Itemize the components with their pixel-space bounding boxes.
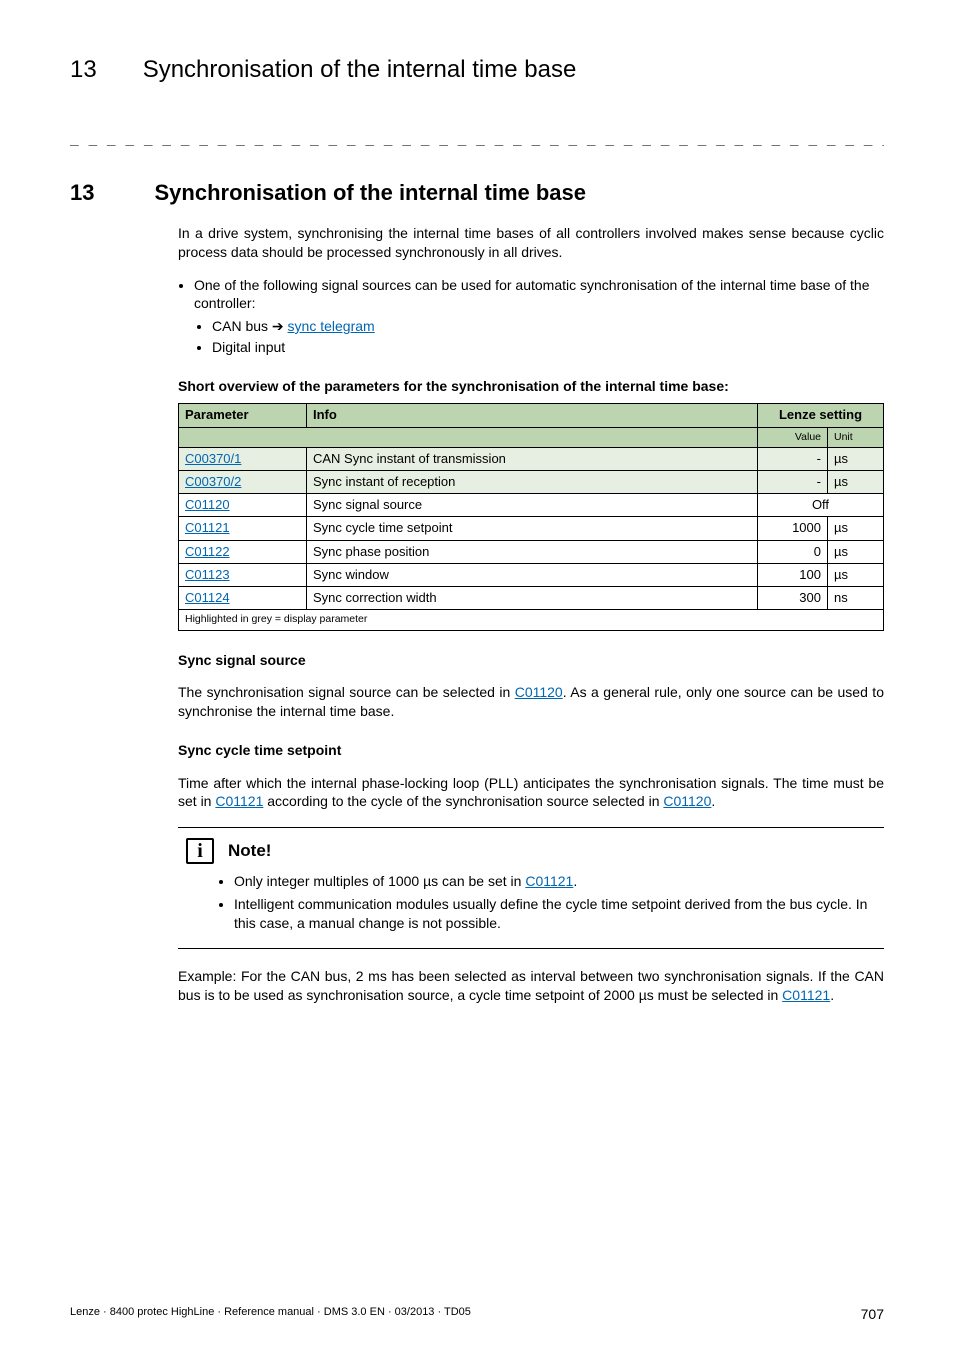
text-fragment: Example: For the CAN bus, 2 ms has been … — [178, 968, 884, 1003]
table-row: C01123 Sync window100µs — [179, 563, 884, 586]
table-row: C00370/1 CAN Sync instant of transmission… — [179, 447, 884, 470]
param-link[interactable]: C01120 — [663, 793, 711, 809]
note-bullet: Intelligent communication modules usuall… — [234, 895, 876, 933]
text-fragment: Only integer multiples of 1000 µs can be… — [234, 873, 525, 889]
info-cell: CAN Sync instant of transmission — [307, 447, 758, 470]
chapter-number: 13 — [70, 56, 97, 84]
note-title: Note! — [228, 840, 271, 863]
page-footer: Lenze · 8400 protec HighLine · Reference… — [70, 1306, 884, 1322]
param-cell: C01123 — [179, 563, 307, 586]
footer-page-number: 707 — [861, 1306, 884, 1322]
th-lenze: Lenze setting — [758, 404, 884, 427]
parameter-table: Parameter Info Lenze setting Value Unit … — [178, 403, 884, 630]
table-row: C01122 Sync phase position0µs — [179, 540, 884, 563]
param-link[interactable]: C01122 — [185, 544, 230, 559]
unit-cell: µs — [828, 447, 884, 470]
text-fragment: . — [711, 793, 715, 809]
sync-cycle-text: Time after which the internal phase-lock… — [178, 774, 884, 812]
param-cell: C01122 — [179, 540, 307, 563]
param-cell: C01120 — [179, 494, 307, 517]
info-cell: Sync signal source — [307, 494, 758, 517]
subheader-unit: Unit — [828, 427, 884, 447]
sync-telegram-link[interactable]: sync telegram — [288, 318, 375, 334]
param-link[interactable]: C01124 — [185, 590, 230, 605]
info-cell: Sync cycle time setpoint — [307, 517, 758, 540]
value-cell: Off — [758, 494, 884, 517]
info-cell: Sync phase position — [307, 540, 758, 563]
arrow-icon: ➔ — [272, 318, 284, 334]
unit-cell: µs — [828, 540, 884, 563]
sync-cycle-heading: Sync cycle time setpoint — [178, 741, 884, 760]
th-parameter: Parameter — [179, 404, 307, 427]
value-cell: 100 — [758, 563, 828, 586]
param-link[interactable]: C01120 — [515, 684, 563, 700]
footer-left: Lenze · 8400 protec HighLine · Reference… — [70, 1306, 471, 1322]
table-footnote-row: Highlighted in grey = display parameter — [179, 610, 884, 630]
param-cell: C01121 — [179, 517, 307, 540]
sub-bullet: CAN bus ➔ sync telegram — [212, 317, 884, 336]
text-fragment: . — [573, 873, 577, 889]
section-number: 13 — [70, 180, 94, 206]
value-cell: - — [758, 447, 828, 470]
text-fragment: The synchronisation signal source can be… — [178, 684, 515, 700]
bullet-list: One of the following signal sources can … — [178, 276, 884, 357]
bullet-text: One of the following signal sources can … — [194, 277, 870, 312]
sub-bullet-prefix: CAN bus — [212, 318, 272, 334]
sub-bullet: Digital input — [212, 338, 884, 357]
table-row: C00370/2 Sync instant of reception-µs — [179, 470, 884, 493]
unit-cell: ns — [828, 587, 884, 610]
th-info: Info — [307, 404, 758, 427]
value-cell: 0 — [758, 540, 828, 563]
sync-source-heading: Sync signal source — [178, 651, 884, 670]
param-link[interactable]: C01120 — [185, 497, 230, 512]
subheader-spacer — [179, 427, 758, 447]
param-link[interactable]: C01123 — [185, 567, 230, 582]
param-link[interactable]: C00370/2 — [185, 474, 241, 489]
param-link[interactable]: C01121 — [185, 520, 230, 535]
param-link[interactable]: C01121 — [782, 987, 830, 1003]
param-link[interactable]: C01121 — [215, 793, 263, 809]
section-title: Synchronisation of the internal time bas… — [154, 180, 586, 206]
table-row: C01121 Sync cycle time setpoint1000µs — [179, 517, 884, 540]
value-cell: 300 — [758, 587, 828, 610]
value-cell: - — [758, 470, 828, 493]
param-cell: C00370/2 — [179, 470, 307, 493]
running-header: 13 Synchronisation of the internal time … — [70, 56, 884, 84]
param-cell: C01124 — [179, 587, 307, 610]
info-icon: i — [186, 838, 214, 864]
param-cell: C00370/1 — [179, 447, 307, 470]
chapter-title: Synchronisation of the internal time bas… — [143, 56, 577, 84]
param-link[interactable]: C00370/1 — [185, 451, 241, 466]
unit-cell: µs — [828, 470, 884, 493]
unit-cell: µs — [828, 517, 884, 540]
section-heading: 13 Synchronisation of the internal time … — [70, 180, 884, 206]
separator-dashes: _ _ _ _ _ _ _ _ _ _ _ _ _ _ _ _ _ _ _ _ … — [70, 130, 884, 146]
info-cell: Sync correction width — [307, 587, 758, 610]
note-box: i Note! Only integer multiples of 1000 µ… — [178, 827, 884, 949]
param-link[interactable]: C01121 — [525, 873, 573, 889]
unit-cell: µs — [828, 563, 884, 586]
info-cell: Sync window — [307, 563, 758, 586]
table-footnote: Highlighted in grey = display parameter — [179, 610, 884, 630]
text-fragment: according to the cycle of the synchronis… — [263, 793, 663, 809]
info-cell: Sync instant of reception — [307, 470, 758, 493]
table-overview-heading: Short overview of the parameters for the… — [178, 377, 884, 396]
note-bullet: Only integer multiples of 1000 µs can be… — [234, 872, 876, 891]
table-row: C01120 Sync signal sourceOff — [179, 494, 884, 517]
sync-source-text: The synchronisation signal source can be… — [178, 683, 884, 721]
value-cell: 1000 — [758, 517, 828, 540]
table-row: C01124 Sync correction width300ns — [179, 587, 884, 610]
example-paragraph: Example: For the CAN bus, 2 ms has been … — [178, 967, 884, 1005]
text-fragment: . — [830, 987, 834, 1003]
subheader-value: Value — [758, 427, 828, 447]
intro-paragraph: In a drive system, synchronising the int… — [178, 224, 884, 262]
